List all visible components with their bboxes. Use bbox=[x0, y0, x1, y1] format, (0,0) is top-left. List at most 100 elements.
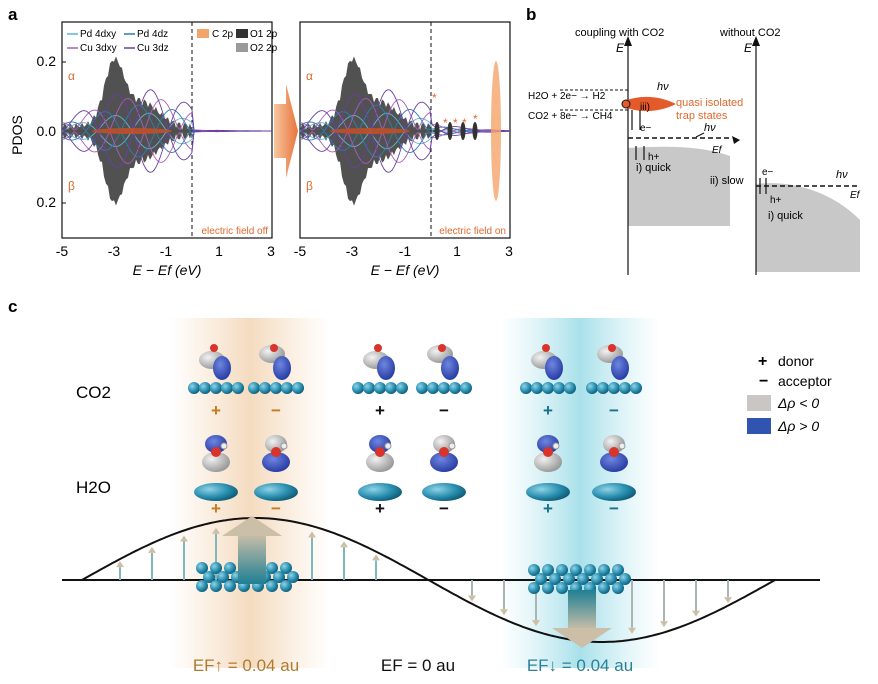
hydrogen-atom bbox=[384, 442, 392, 450]
sign-h2o-6: − bbox=[609, 499, 619, 518]
axis-e-right: E bbox=[744, 41, 753, 55]
oxygen-atom bbox=[270, 344, 278, 352]
surface-atom bbox=[449, 382, 461, 394]
surface-atom bbox=[259, 382, 271, 394]
surface-atom bbox=[438, 382, 450, 394]
sign-h2o-5: + bbox=[543, 499, 553, 518]
ytick-mid: 0.0 bbox=[37, 123, 57, 139]
panel-c-letter: c bbox=[8, 297, 17, 316]
slab-atom bbox=[591, 573, 603, 585]
density-lobe bbox=[205, 435, 227, 453]
legend-acceptor-symbol: − bbox=[759, 373, 768, 390]
slab-atom bbox=[287, 571, 299, 583]
surface-atom bbox=[221, 382, 233, 394]
field-arrow-head bbox=[340, 541, 348, 548]
slab-atom bbox=[556, 582, 568, 594]
surface-atom bbox=[352, 382, 364, 394]
hydrogen-atom bbox=[618, 442, 626, 450]
legend-o2: O2 2p bbox=[250, 43, 278, 54]
surface-atom bbox=[248, 382, 260, 394]
slab-atom bbox=[196, 562, 208, 574]
hydrogen-atom bbox=[280, 442, 288, 450]
surface-atom bbox=[210, 382, 222, 394]
density-lobe bbox=[262, 452, 290, 472]
surface-atom bbox=[586, 382, 598, 394]
reaction-h2: H2O + 2e− → H2 bbox=[528, 91, 606, 102]
slab-atom bbox=[549, 573, 561, 585]
legend-pd-dxy: Pd 4dxy bbox=[80, 29, 116, 40]
field-arrow-head bbox=[692, 610, 700, 617]
xlabel-right: E − Ef (eV) bbox=[371, 262, 440, 278]
hole-left: h+ bbox=[648, 152, 660, 163]
ef-up-label: EF↑ = 0.04 au bbox=[193, 656, 299, 675]
surface-atom bbox=[520, 382, 532, 394]
oxygen-atom bbox=[542, 344, 550, 352]
ef-zero-label: EF = 0 au bbox=[381, 656, 455, 675]
xticks-right: -5 -3 -1 1 3 bbox=[294, 243, 513, 259]
field-arrow-head bbox=[724, 597, 732, 604]
legend-acceptor-label: acceptor bbox=[778, 373, 832, 389]
field-arrow-head bbox=[116, 561, 124, 568]
density-lobe bbox=[537, 435, 559, 453]
slab-atom bbox=[605, 573, 617, 585]
pdos-legend: Pd 4dxy Pd 4dz Cu 3dxy Cu 3dz C 2p O1 2p… bbox=[67, 29, 278, 54]
field-arrow-head bbox=[532, 620, 540, 627]
slab-atom bbox=[210, 580, 222, 592]
hydrogen-atom bbox=[552, 442, 560, 450]
oxygen-atom bbox=[374, 344, 382, 352]
slab-atom bbox=[273, 571, 285, 583]
density-lobe bbox=[265, 435, 287, 453]
star-4: * bbox=[462, 116, 467, 130]
label-field-on: electric field on bbox=[439, 226, 506, 237]
pdos-plot-field-off bbox=[61, 21, 273, 239]
signs-co2: + − + − + − bbox=[211, 401, 619, 420]
beta-right: β bbox=[306, 179, 313, 193]
slab-atom bbox=[266, 562, 278, 574]
pdos-mid-band bbox=[92, 128, 172, 134]
oxygen-atom bbox=[211, 447, 221, 457]
field-arrow-head bbox=[308, 531, 316, 538]
xtick-r0: -5 bbox=[294, 243, 307, 259]
charge-legend: + donor − acceptor Δρ < 0 Δρ > 0 bbox=[747, 353, 832, 434]
slab-atom bbox=[598, 564, 610, 576]
slab-atom bbox=[542, 564, 554, 576]
electron-left: e− bbox=[640, 123, 652, 134]
density-lobe bbox=[600, 452, 628, 472]
alpha-right: α bbox=[306, 69, 313, 83]
density-lobe bbox=[213, 356, 231, 380]
surface-dome bbox=[592, 483, 636, 501]
band-diagram-coupling: E bbox=[560, 36, 740, 275]
ytick-top: 0.2 bbox=[37, 53, 57, 69]
beta-left: β bbox=[68, 179, 75, 193]
slab-atom bbox=[612, 582, 624, 594]
field-arrow-head bbox=[212, 527, 220, 534]
sign-h2o-1: + bbox=[211, 499, 221, 518]
label-field-off: electric field off bbox=[201, 226, 268, 237]
legend-o1: O1 2p bbox=[250, 29, 278, 40]
surface-dome bbox=[254, 483, 298, 501]
surface-atom bbox=[374, 382, 386, 394]
hv-right: hν bbox=[836, 169, 848, 181]
star-1: * bbox=[432, 91, 437, 105]
slab-atom bbox=[280, 580, 292, 592]
slab-atom bbox=[224, 580, 236, 592]
hv-left: hν bbox=[704, 122, 716, 134]
hydrogen-atom bbox=[448, 442, 456, 450]
slab-atom bbox=[570, 564, 582, 576]
slab-atom bbox=[535, 573, 547, 585]
pdos-small-peak bbox=[447, 122, 453, 140]
field-arrow-head bbox=[468, 595, 476, 602]
density-lobe bbox=[273, 356, 291, 380]
sign-co2-4: − bbox=[439, 401, 449, 420]
density-lobe bbox=[603, 435, 625, 453]
density-lobe bbox=[441, 356, 459, 380]
surface-atom bbox=[630, 382, 642, 394]
density-lobe bbox=[366, 452, 394, 472]
density-lobe bbox=[545, 356, 563, 380]
legend-donor-label: donor bbox=[778, 353, 814, 369]
slab-atom bbox=[528, 582, 540, 594]
electron-right: e− bbox=[762, 167, 774, 178]
reaction-ch4: CO2 + 8e− → CH4 bbox=[528, 111, 613, 122]
quick-right: i) quick bbox=[768, 210, 803, 222]
density-lobe bbox=[534, 452, 562, 472]
